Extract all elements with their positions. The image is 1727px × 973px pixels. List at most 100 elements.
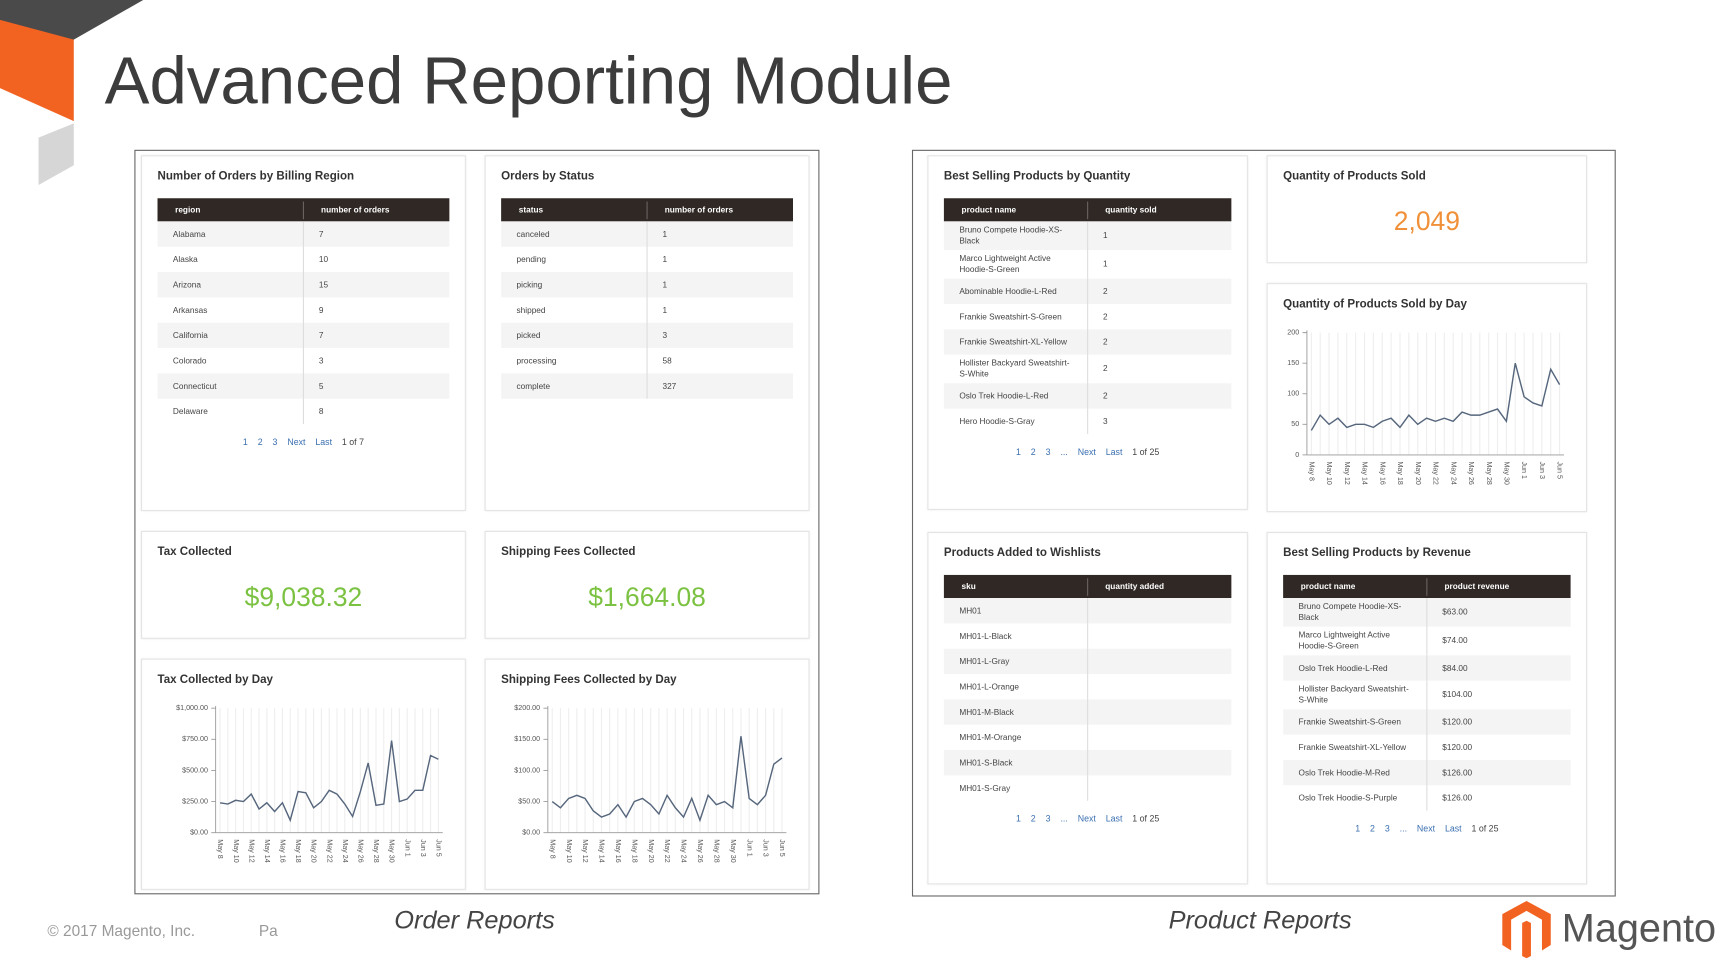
- y-tick-label: $1,000.00: [176, 704, 208, 712]
- table: product name product revenue Bruno Compete…: [1283, 574, 1571, 834]
- table-cell: 3: [318, 355, 324, 366]
- table-cell: Frankie Sweatshirt-S-Green: [1283, 709, 1427, 735]
- page-link[interactable]: 2: [1030, 813, 1036, 824]
- table: status number of orders canceled 1 pending 1 p…: [501, 198, 794, 399]
- page-link[interactable]: 2: [257, 437, 263, 448]
- table-row: picked 3: [501, 322, 794, 349]
- table-row: Bruno Compete Hoodie-XS-Black $63.00: [1283, 598, 1571, 627]
- page-link[interactable]: Next: [1077, 813, 1096, 824]
- table-cell: $120.00: [1442, 741, 1473, 752]
- page-link[interactable]: 3: [272, 437, 278, 448]
- y-tick-label: 50: [1291, 420, 1299, 428]
- widget: Best Selling Products by Quantity product…: [927, 155, 1248, 510]
- table-cell-empty: [1088, 759, 1232, 766]
- table-row: Alabama 7: [157, 221, 450, 247]
- table-header: product name product revenue: [1283, 574, 1571, 599]
- page-link[interactable]: 2: [1030, 447, 1036, 458]
- page-link[interactable]: 1: [1015, 447, 1021, 458]
- table-row: MH01-L-Orange: [944, 674, 1231, 700]
- page-link[interactable]: ...: [1060, 813, 1068, 824]
- table-cell: $63.00: [1442, 606, 1468, 617]
- logo-text: Magento: [1561, 905, 1717, 951]
- table-row: Oslo Trek Hoodie-L-Red $84.00: [1283, 655, 1571, 681]
- page-link[interactable]: ...: [1060, 447, 1068, 458]
- table-cell: 3: [662, 329, 668, 340]
- table-body: Bruno Compete Hoodie-XS-Black $63.00 Marco…: [1283, 598, 1571, 811]
- column-header: number of orders: [321, 204, 390, 215]
- page-link[interactable]: Last: [1444, 823, 1462, 834]
- table-cell-empty: [1088, 785, 1232, 792]
- table-row: Frankie Sweatshirt-S-Green 2: [944, 303, 1231, 330]
- table-cell: Bruno Compete Hoodie-XS-Black: [944, 221, 1088, 251]
- table-cell: 2: [1103, 390, 1108, 401]
- page-link[interactable]: ...: [1399, 823, 1408, 834]
- table-cell: Arkansas: [158, 297, 304, 323]
- table-row: Oslo Trek Hoodie-S-Purple $126.00: [1283, 785, 1570, 811]
- page-link[interactable]: Last: [315, 437, 333, 448]
- table-row: Marco Lightweight Active Hoodie-S-Green 1: [944, 250, 1231, 279]
- page-link[interactable]: 1 of 25: [1471, 823, 1499, 834]
- y-tick-label: $150.00: [514, 735, 540, 743]
- table-cell: canceled: [501, 221, 648, 247]
- x-tick-label: May 10: [1325, 461, 1333, 484]
- x-tick-label: May 30: [729, 839, 737, 862]
- page-link[interactable]: 2: [1370, 823, 1375, 834]
- table-row: MH01: [943, 598, 1232, 624]
- x-tick-label: Jun 5: [1556, 461, 1564, 478]
- table-row: complete 327: [501, 373, 794, 399]
- x-tick-label: May 8: [216, 839, 224, 858]
- table-cell: 9: [318, 304, 324, 315]
- table-row: Colorado 3: [158, 348, 450, 374]
- table-row: MH01-L-Black: [944, 623, 1231, 649]
- table-cell: Alaska: [158, 246, 304, 273]
- x-tick-label: May 28: [712, 839, 720, 862]
- table-cell: 2: [1103, 311, 1108, 322]
- caption: Order Reports: [394, 905, 555, 934]
- table-cell: Hero Hoodie-S-Gray: [944, 408, 1088, 434]
- x-tick-label: May 24: [341, 839, 349, 862]
- page-link[interactable]: 3: [1384, 823, 1390, 834]
- page-link[interactable]: 1 of 7: [341, 437, 364, 448]
- table-row: picking 1: [501, 272, 794, 298]
- page-link[interactable]: 1: [1355, 823, 1361, 834]
- table-row: Hollister Backyard Sweatshirt-S-White $10…: [1283, 680, 1570, 710]
- x-tick-label: May 8: [1307, 461, 1315, 480]
- slide-title: Advanced Reporting Module: [104, 42, 953, 118]
- page-link[interactable]: Last: [1105, 813, 1123, 824]
- x-tick-label: May 26: [1467, 461, 1475, 484]
- x-tick-label: Jun 3: [1538, 461, 1546, 478]
- table-cell: picked: [501, 322, 648, 349]
- widget: Shipping Fees Collected $1,664.08: [484, 530, 810, 639]
- table-cell: 8: [318, 405, 324, 416]
- widget-title: Shipping Fees Collected: [501, 545, 636, 559]
- x-tick-label: May 26: [696, 839, 704, 862]
- table-cell: 5: [318, 380, 324, 391]
- column-header: status: [501, 201, 648, 219]
- pagination: 1 2 3 Next Last 1 of 7: [158, 437, 450, 447]
- table-row: California 7: [157, 322, 450, 349]
- table-row: Arkansas 9: [158, 297, 450, 323]
- page-link[interactable]: 1 of 25: [1132, 813, 1160, 824]
- table-row: Frankie Sweatshirt-XL-Yellow $120.00: [1283, 734, 1570, 760]
- page-link[interactable]: Next: [287, 437, 306, 448]
- page-label: Pa: [258, 921, 278, 940]
- y-tick-label: $0.00: [190, 829, 208, 837]
- page-link[interactable]: 3: [1045, 813, 1051, 824]
- page-link[interactable]: 1 of 25: [1132, 447, 1160, 458]
- page-link[interactable]: Last: [1105, 447, 1123, 458]
- table-cell: Hollister Backyard Sweatshirt-S-White: [944, 354, 1088, 384]
- page-link[interactable]: Next: [1077, 447, 1096, 458]
- y-tick-label: $750.00: [182, 735, 208, 743]
- page-link[interactable]: 3: [1045, 447, 1051, 458]
- table-cell: 10: [318, 253, 329, 264]
- table-body: canceled 1 pending 1 picking 1 shipped 1 picked 3…: [501, 221, 794, 399]
- x-tick-label: May 12: [1343, 461, 1351, 484]
- widget-title: Tax Collected by Day: [157, 672, 273, 687]
- page-link[interactable]: 1: [1015, 813, 1021, 824]
- page-link[interactable]: Next: [1416, 823, 1436, 834]
- logo-icon: [1502, 900, 1551, 959]
- page-link[interactable]: 1: [242, 437, 248, 448]
- x-tick-label: May 10: [232, 839, 240, 862]
